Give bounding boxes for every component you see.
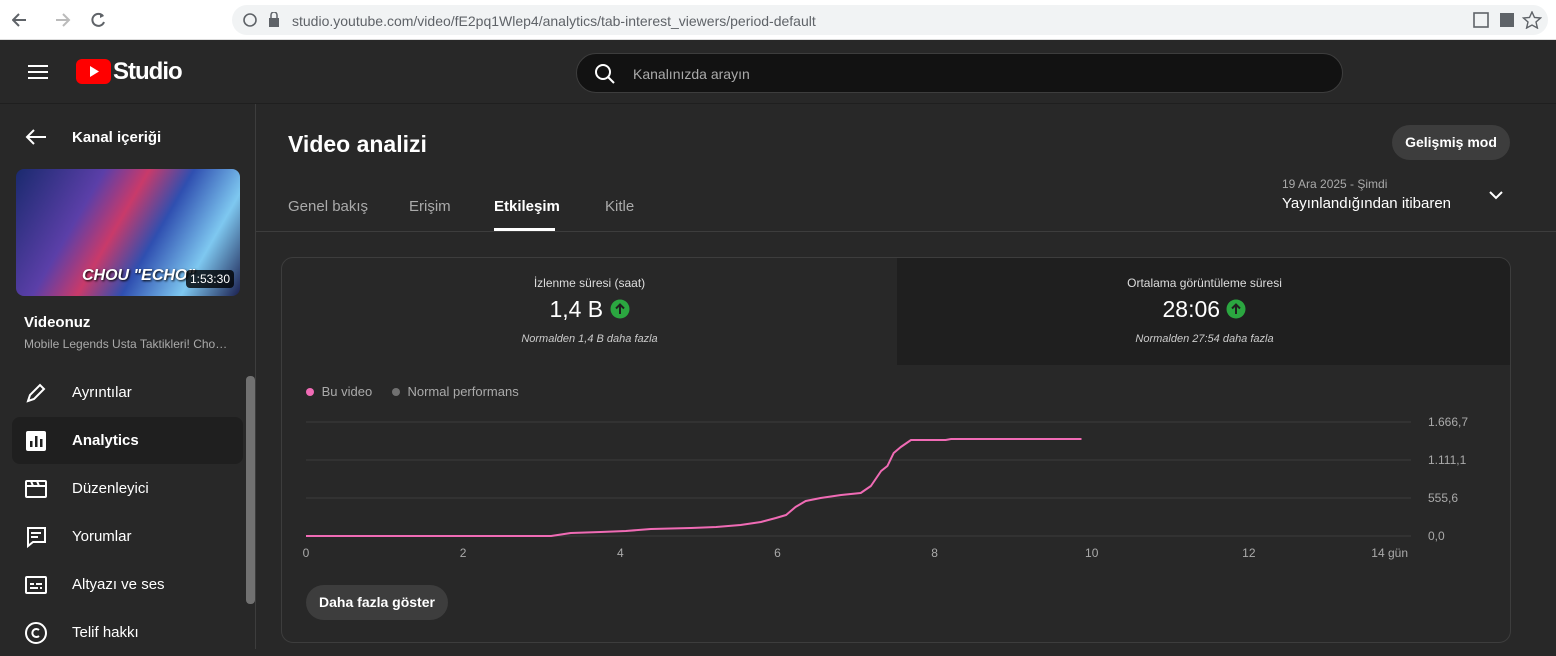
menu-label: Telif hakkı: [72, 624, 139, 641]
scrollbar[interactable]: [246, 376, 255, 604]
menu-item[interactable]: Altyazı ve ses: [12, 561, 243, 608]
menu-item[interactable]: Ayrıntılar: [12, 369, 243, 416]
up-icon: [610, 299, 630, 319]
menu-item[interactable]: Düzenleyici: [12, 465, 243, 512]
legend-dot: [391, 388, 400, 396]
divider: [256, 231, 1556, 232]
legend: Bu video Normal performans: [306, 384, 519, 399]
date-range-dates[interactable]: 19 Ara 2025 - Şimdi: [1282, 177, 1388, 191]
metric-note: Normalden 1,4 B daha fazla: [521, 333, 658, 345]
x-tick-label: 6: [774, 546, 781, 560]
url: studio.youtube.com/video/fE2pq1Wlep4/ana…: [292, 13, 816, 29]
y-tick-label: 0,0: [1428, 529, 1445, 543]
site-icons: [243, 12, 279, 27]
legend-dot: [306, 388, 314, 396]
y-tick-label: 1.666,7: [1428, 415, 1468, 429]
page-title: Video analizi: [288, 131, 427, 157]
logo-icon[interactable]: [76, 59, 112, 85]
menu-item[interactable]: Yorumlar: [12, 513, 243, 560]
menu-item[interactable]: Telif hakkı: [12, 609, 243, 656]
tab[interactable]: Genel bakış: [288, 198, 369, 215]
address-bar[interactable]: studio.youtube.com/video/fE2pq1Wlep4/ana…: [232, 5, 1548, 35]
copyright-icon: [25, 622, 47, 644]
browser-actions[interactable]: [1472, 11, 1542, 29]
y-tick-label: 1.111,1: [1428, 453, 1467, 467]
search-box[interactable]: Kanalınızda arayın: [576, 53, 1343, 93]
menu-label: Yorumlar: [72, 528, 132, 545]
tab[interactable]: Kitle: [605, 198, 635, 215]
metric-value: 1,4 B: [549, 296, 604, 322]
duration: 1:53:30: [185, 270, 234, 288]
legend-label: Bu video: [321, 384, 373, 399]
analytics-card: İzlenme süresi (saat) 1,4 B Normalden 1,…: [281, 257, 1511, 643]
x-tick-label: 2: [460, 546, 467, 560]
back-link[interactable]: Kanal içeriği: [72, 129, 162, 146]
y-tick-label: 555,6: [1428, 491, 1458, 505]
thumbnail-caption: CHOU "ECHO": [82, 267, 195, 284]
sidebar: Kanal içeriği CHOU "ECHO" 1:53:30 Videon…: [0, 104, 256, 649]
x-tick-label: 12: [1242, 546, 1256, 560]
thumbnail[interactable]: CHOU "ECHO" 1:53:30: [16, 169, 240, 296]
tab[interactable]: Erişim: [409, 198, 451, 215]
menu-label: Altyazı ve ses: [72, 576, 165, 593]
menu-label: Düzenleyici: [72, 480, 149, 497]
x-tick-label: 0: [303, 546, 310, 560]
metric-label: İzlenme süresi (saat): [533, 276, 646, 290]
advanced-mode-button[interactable]: Gelişmiş mod: [1392, 125, 1510, 160]
comments-icon: [27, 527, 46, 549]
legend-label: Normal performans: [407, 384, 519, 399]
metric-tab[interactable]: İzlenme süresi (saat) 1,4 B Normalden 1,…: [282, 258, 897, 365]
x-tick-label: 4: [617, 546, 624, 560]
x-tick-label: 14 gün: [1371, 546, 1408, 560]
series-line: [306, 438, 1082, 537]
date-range-label[interactable]: Yayınlandığından itibaren: [1282, 195, 1452, 212]
search-placeholder: Kanalınızda arayın: [633, 66, 750, 82]
editor-icon: [25, 480, 47, 498]
menu-item-active[interactable]: Analytics: [12, 417, 243, 464]
metric-row: 28:06: [897, 296, 1510, 323]
video-label: Videonuz: [24, 314, 91, 331]
show-more-button[interactable]: Daha fazla göster: [306, 585, 448, 620]
x-tick-label: 8: [931, 546, 938, 560]
logo-text[interactable]: Studio: [113, 58, 183, 85]
back-icon[interactable]: [25, 128, 47, 146]
subtitles-icon: [25, 576, 47, 594]
chart: 0,0 555,6 1.111,1 1.666,7 0 2 4 6 8 10 12 14 gün: [303, 415, 1469, 560]
nav-buttons[interactable]: [12, 10, 112, 30]
metric-tab[interactable]: Ortalama görüntüleme süresi 28:06 Normal…: [897, 258, 1510, 365]
metric-value: 28:06: [1162, 296, 1221, 322]
studio-header: Studio Kanalınızda arayın: [0, 40, 1556, 104]
metric-row: 1,4 B: [282, 296, 897, 323]
metric-label: Ortalama görüntüleme süresi: [1127, 276, 1282, 290]
browser-bar: studio.youtube.com/video/fE2pq1Wlep4/ana…: [0, 0, 1556, 40]
video-title[interactable]: Mobile Legends Usta Taktikleri! Cho…: [24, 337, 228, 351]
menu-button[interactable]: [28, 64, 48, 80]
search-icon: [595, 64, 615, 84]
menu-label: Analytics: [72, 432, 139, 449]
details-icon: [26, 383, 46, 403]
up-icon: [1226, 299, 1246, 319]
x-tick-label: 10: [1085, 546, 1099, 560]
date-range-chevron[interactable]: [1488, 190, 1504, 202]
analytics-icon: [26, 431, 46, 451]
tab-indicator: [494, 228, 555, 231]
tab-active[interactable]: Etkileşim: [494, 198, 560, 215]
menu-label: Ayrıntılar: [72, 384, 132, 401]
metric-note: Normalden 27:54 daha fazla: [1135, 333, 1274, 345]
